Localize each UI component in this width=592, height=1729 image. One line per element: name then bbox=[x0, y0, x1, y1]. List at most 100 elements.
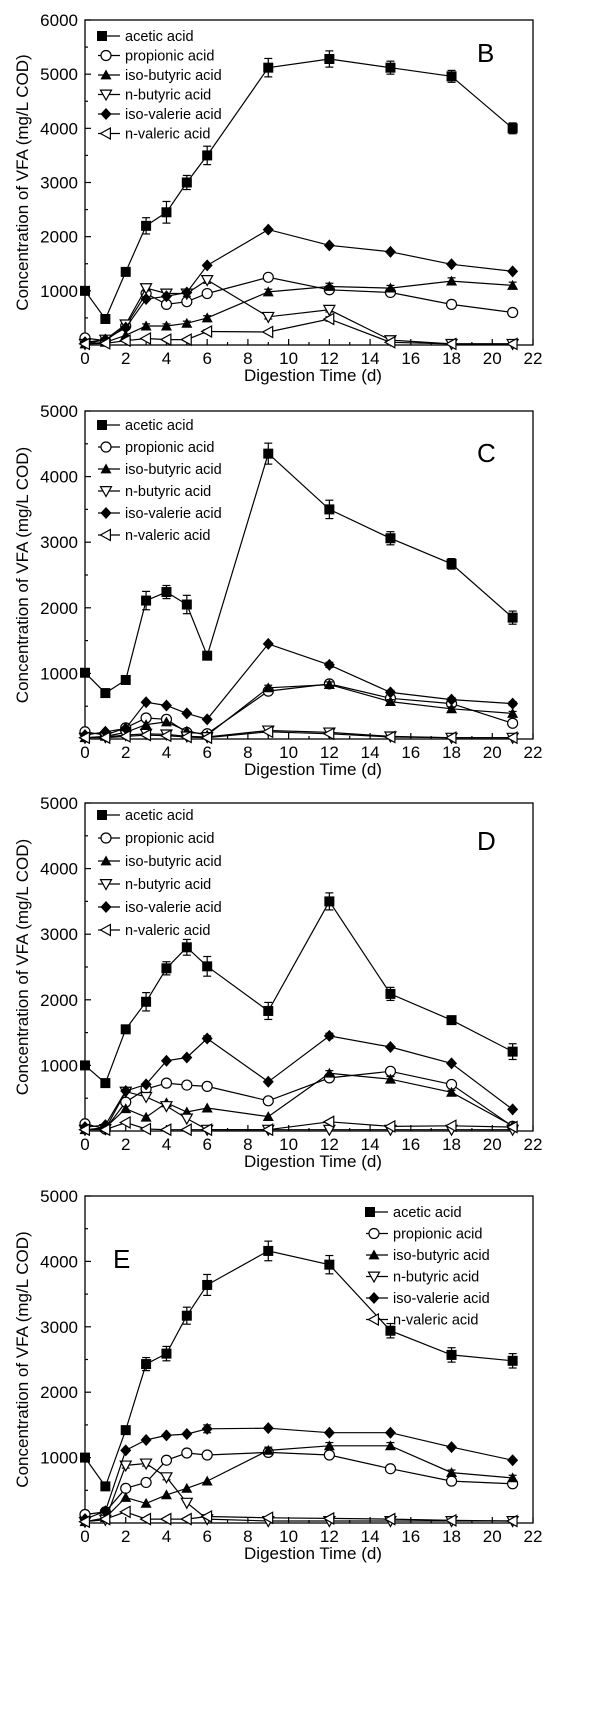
data-point bbox=[200, 324, 213, 338]
data-point bbox=[262, 1075, 274, 1088]
panel-label: D bbox=[477, 826, 496, 856]
x-tick-label: 20 bbox=[483, 743, 502, 762]
data-point bbox=[201, 1475, 213, 1486]
data-point bbox=[160, 1489, 172, 1500]
data-point bbox=[118, 729, 131, 743]
panel-label: B bbox=[477, 38, 494, 68]
data-point bbox=[201, 713, 213, 726]
chart-panel-b: 0 2 4 6 8 10 12 14 16 18 20 22 1000 2000 3000 4000 5000 6… bbox=[13, 11, 542, 385]
x-tick-label: 16 bbox=[401, 743, 420, 762]
legend-label: n-butyric acid bbox=[125, 88, 211, 104]
x-tick-label: 14 bbox=[361, 1135, 380, 1154]
x-axis-title: Digestion Time (d) bbox=[244, 760, 382, 779]
data-point bbox=[261, 1123, 274, 1137]
data-point bbox=[385, 988, 396, 999]
legend-label: n-valeric acid bbox=[125, 528, 210, 544]
y-axis-title: Concentration of VFA (mg/L COD) bbox=[13, 447, 32, 703]
data-point bbox=[140, 1497, 152, 1508]
x-axis-title: Digestion Time (d) bbox=[244, 366, 382, 385]
x-tick-label: 10 bbox=[279, 1527, 298, 1546]
data-point bbox=[322, 304, 336, 317]
legend-marker bbox=[100, 901, 112, 913]
y-tick-label: 3000 bbox=[40, 174, 78, 193]
legend-label: iso-butyric acid bbox=[125, 462, 222, 478]
x-axis-title: Digestion Time (d) bbox=[244, 1544, 382, 1563]
data-point bbox=[507, 707, 519, 718]
legend-marker bbox=[100, 507, 112, 519]
series-line bbox=[84, 900, 513, 1085]
legend-marker bbox=[100, 855, 112, 866]
x-tick-label: 6 bbox=[202, 1527, 211, 1546]
data-point bbox=[444, 1513, 457, 1527]
x-tick-label: 16 bbox=[401, 1527, 420, 1546]
data-point bbox=[181, 286, 193, 299]
legend-marker bbox=[368, 1227, 380, 1240]
data-point bbox=[262, 1422, 274, 1435]
legend: acetic acid propionic acid iso-butyric aci… bbox=[365, 1205, 490, 1329]
data-point bbox=[507, 1454, 519, 1467]
data-point bbox=[505, 337, 518, 351]
data-point bbox=[139, 1512, 152, 1526]
data-point bbox=[446, 693, 458, 706]
data-point bbox=[324, 896, 335, 907]
data-point bbox=[385, 1325, 396, 1336]
x-tick-label: 18 bbox=[442, 1135, 461, 1154]
legend-marker bbox=[100, 69, 112, 80]
data-point bbox=[446, 703, 458, 714]
y-tick-label: 5000 bbox=[40, 65, 78, 84]
data-point bbox=[120, 1425, 131, 1436]
data-point bbox=[446, 1349, 457, 1360]
data-point bbox=[98, 336, 111, 350]
data-point bbox=[262, 1111, 274, 1121]
x-tick-label: 22 bbox=[524, 1135, 543, 1154]
x-tick-label: 12 bbox=[320, 1135, 339, 1154]
y-tick-label: 4000 bbox=[40, 1252, 78, 1271]
data-point bbox=[384, 1041, 396, 1054]
legend: acetic acid propionic acid iso-butyric aci… bbox=[97, 808, 222, 939]
x-tick-label: 6 bbox=[202, 1135, 211, 1154]
data-point bbox=[202, 961, 213, 972]
data-point bbox=[141, 220, 152, 231]
data-point bbox=[141, 996, 152, 1007]
legend: acetic acid propionic acid iso-butyric aci… bbox=[97, 418, 222, 544]
data-point bbox=[120, 1084, 132, 1097]
data-point bbox=[322, 1115, 335, 1129]
data-point bbox=[159, 1123, 172, 1137]
data-point bbox=[263, 62, 274, 73]
series-line bbox=[84, 1462, 513, 1523]
x-tick-label: 2 bbox=[121, 1135, 130, 1154]
data-point bbox=[200, 731, 213, 745]
legend-marker bbox=[99, 126, 112, 141]
x-tick-label: 20 bbox=[483, 349, 502, 368]
legend-label: propionic acid bbox=[393, 1227, 482, 1243]
data-point bbox=[446, 258, 458, 271]
y-tick-label: 1000 bbox=[40, 1449, 78, 1468]
legend-label: iso-valerie acid bbox=[125, 107, 222, 123]
data-point bbox=[100, 1078, 111, 1089]
data-point bbox=[201, 312, 213, 323]
data-point bbox=[141, 1359, 152, 1370]
series-n-valeric-acid bbox=[78, 725, 518, 745]
series-acetic-acid bbox=[80, 50, 518, 324]
x-tick-label: 0 bbox=[80, 1527, 89, 1546]
legend-label: n-valeric acid bbox=[125, 923, 210, 939]
data-point bbox=[384, 686, 396, 699]
data-point bbox=[505, 731, 518, 745]
data-point bbox=[262, 637, 274, 650]
data-point bbox=[140, 719, 152, 729]
x-tick-label: 8 bbox=[243, 743, 252, 762]
data-point bbox=[445, 298, 458, 310]
data-point bbox=[159, 1512, 172, 1526]
x-tick-label: 14 bbox=[361, 743, 380, 762]
data-point bbox=[323, 1426, 335, 1439]
data-point bbox=[181, 177, 192, 188]
series-iso-valerie-acid bbox=[79, 1422, 519, 1526]
series-line bbox=[84, 58, 513, 321]
data-point bbox=[120, 674, 131, 685]
legend-marker bbox=[99, 528, 112, 542]
data-point bbox=[322, 312, 335, 326]
data-point bbox=[120, 1024, 131, 1035]
data-point bbox=[262, 223, 274, 236]
data-point bbox=[119, 1460, 133, 1473]
